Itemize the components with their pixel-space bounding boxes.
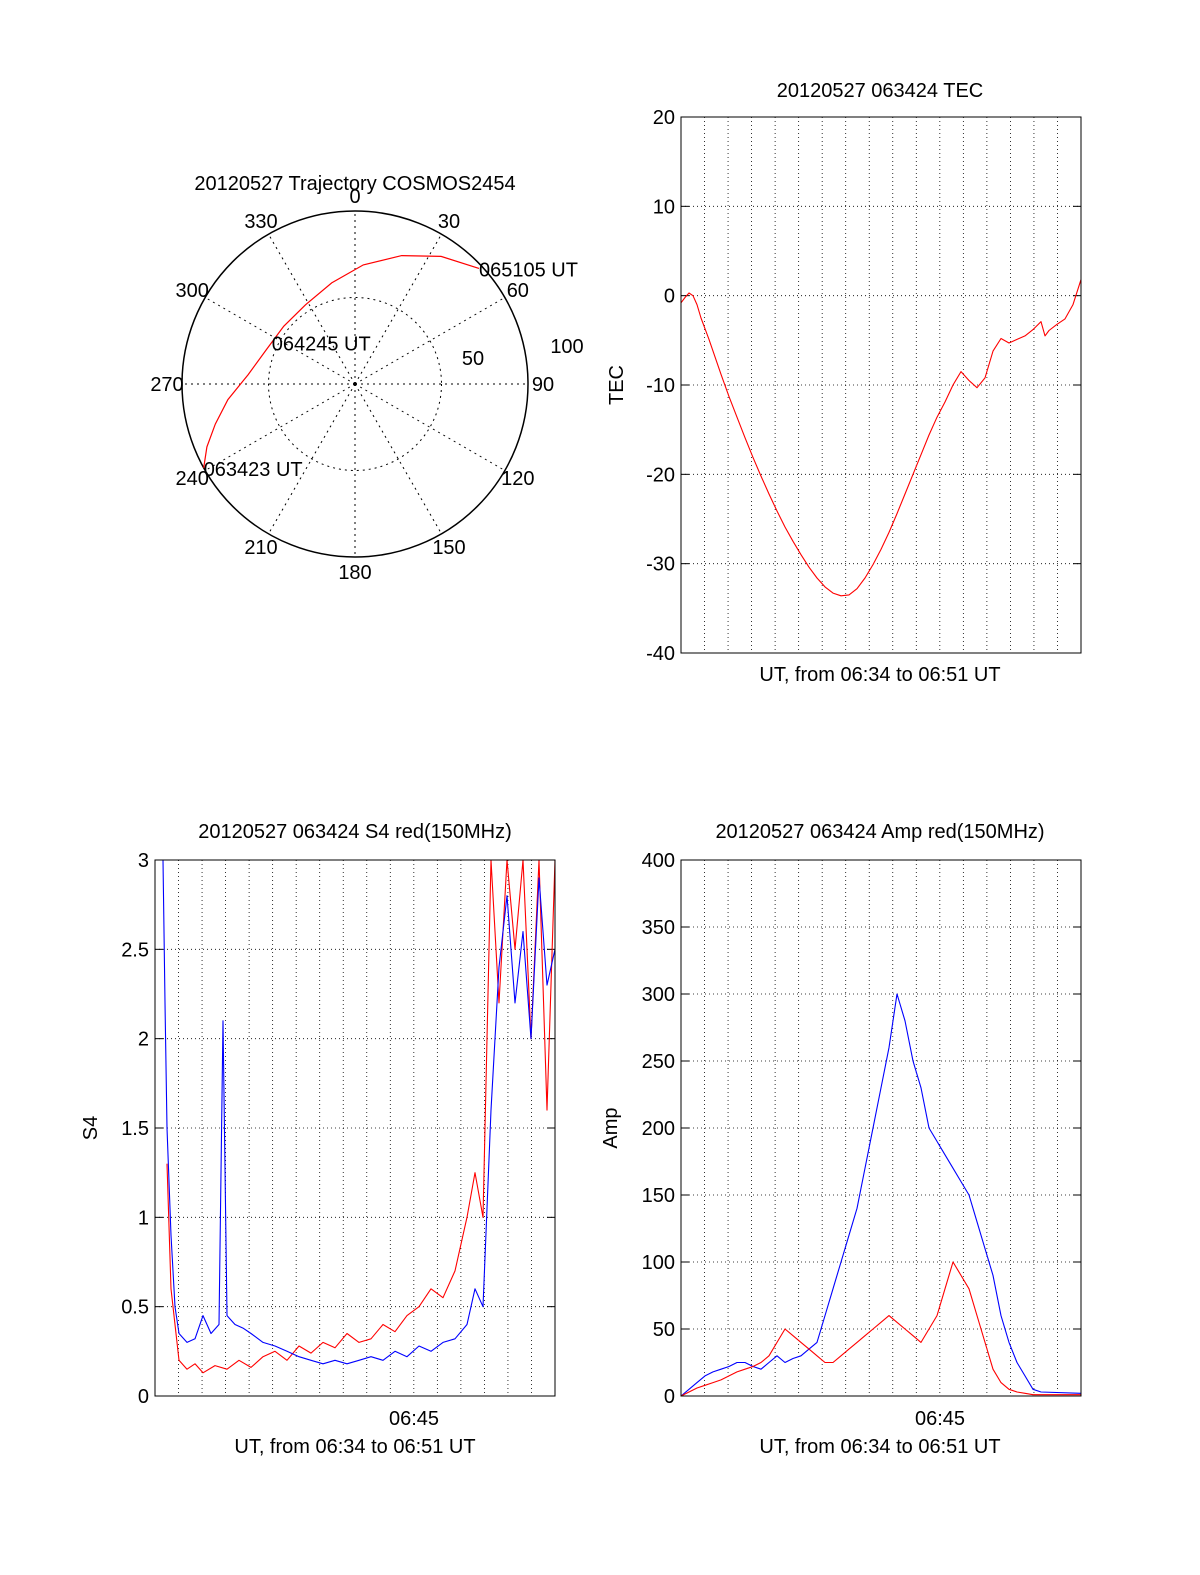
s4-y-tick-labels: 3 2.5 2 1.5 1 0.5 0 [121, 850, 149, 1408]
s4-ytick-label: 3 [138, 850, 149, 872]
polar-annotation: 063423 UT [204, 459, 303, 481]
tec-grid [681, 116, 1081, 654]
polar-spoke [204, 297, 356, 385]
polar-azimuth-label: 240 [175, 468, 208, 490]
s4-grid [155, 859, 555, 1397]
polar-ring [268, 297, 442, 471]
s4-ytick-label: 0.5 [121, 1297, 149, 1319]
amp-series-line-1 [680, 1261, 1081, 1397]
s4-series [162, 859, 556, 1374]
polar-ring-labels: 50 100 [462, 336, 584, 370]
tec-xlabel: UT, from 06:34 to 06:51 UT [759, 664, 1000, 686]
tec-ytick-label: -20 [646, 464, 675, 486]
tec-ytick-label: -30 [646, 554, 675, 576]
amp-ytick-label: 0 [664, 1386, 675, 1408]
amp-ytick-label: 50 [653, 1319, 675, 1341]
amp-ytick-label: 100 [642, 1252, 675, 1274]
amp-frame [680, 859, 1082, 1397]
polar-outer-circle [181, 210, 529, 558]
polar-spoke [354, 297, 506, 385]
tec-ytick-label: 0 [664, 286, 675, 308]
amp-title: 20120527 063424 Amp red(150MHz) [715, 821, 1044, 843]
polar-azimuth-label: 60 [507, 280, 529, 302]
polar-ring-label: 100 [550, 336, 583, 358]
amp-xtick-label: 06:45 [915, 1408, 965, 1430]
polar-spoke [204, 383, 356, 471]
tec-series-line-0 [680, 279, 1082, 597]
s4-ytick-label: 2.5 [121, 939, 149, 961]
s4-ytick-label: 1.5 [121, 1118, 149, 1140]
amp-y-tick-labels: 400 350 300 250 200 150 100 50 0 [642, 850, 675, 1408]
amp-ytick-label: 200 [642, 1118, 675, 1140]
s4-series-line-0 [166, 859, 556, 1374]
polar-spoke [354, 383, 442, 535]
tec-ytick-label: -10 [646, 375, 675, 397]
s4-series-line-1 [162, 859, 556, 1365]
s4-xtick-label: 06:45 [389, 1408, 439, 1430]
amp-grid [681, 859, 1081, 1397]
polar-azimuth-label: 270 [150, 374, 183, 396]
s4-frame [154, 859, 556, 1397]
amp-series [680, 993, 1082, 1397]
tec-ylabel: TEC [606, 365, 628, 405]
polar-spoke [268, 233, 356, 385]
polar-trajectory-line [203, 254, 480, 468]
polar-spoke [354, 383, 506, 471]
s4-xlabel: UT, from 06:34 to 06:51 UT [234, 1436, 475, 1458]
tec-chart: 20120527 063424 TEC TEC UT, from 06:34 t… [606, 80, 1082, 686]
amp-ytick-label: 300 [642, 984, 675, 1006]
polar-azimuth-labels: 0 30 60 90 120 150 180 210 240 270 300 330 [150, 186, 554, 584]
polar-spoke [354, 233, 442, 385]
amp-ytick-label: 350 [642, 917, 675, 939]
polar-title: 20120527 Trajectory COSMOS2454 [194, 173, 515, 195]
polar-azimuth-label: 300 [175, 280, 208, 302]
polar-trajectory-chart: 20120527 Trajectory COSMOS2454 0 30 60 90 12… [150, 173, 583, 584]
polar-azimuth-label: 0 [349, 186, 360, 208]
polar-annotations: 063423 UT 064245 UT 065105 UT [204, 259, 578, 480]
amp-ytick-label: 400 [642, 850, 675, 872]
polar-azimuth-label: 90 [532, 374, 554, 396]
tec-frame [680, 116, 1082, 654]
tec-ytick-label: 10 [653, 196, 675, 218]
amp-xlabel: UT, from 06:34 to 06:51 UT [759, 1436, 1000, 1458]
polar-azimuth-label: 150 [432, 537, 465, 559]
polar-azimuth-label: 330 [244, 211, 277, 233]
polar-ring-label: 50 [462, 348, 484, 370]
amp-chart: 20120527 063424 Amp red(150MHz) Amp 06:4… [600, 821, 1082, 1458]
polar-trajectory [203, 254, 480, 468]
s4-ytick-label: 1 [138, 1207, 149, 1229]
polar-spoke [268, 383, 356, 535]
s4-title: 20120527 063424 S4 red(150MHz) [198, 821, 512, 843]
polar-annotation: 065105 UT [479, 259, 578, 281]
amp-series-line-0 [680, 993, 1082, 1397]
s4-chart: 20120527 063424 S4 red(150MHz) S4 06:45 … [80, 821, 556, 1458]
amp-ytick-label: 250 [642, 1051, 675, 1073]
s4-ylabel: S4 [80, 1116, 102, 1140]
amp-ylabel: Amp [600, 1107, 622, 1148]
tec-title: 20120527 063424 TEC [777, 80, 983, 102]
amp-ytick-label: 150 [642, 1185, 675, 1207]
polar-azimuth-label: 210 [244, 537, 277, 559]
tec-ytick-label: 20 [653, 107, 675, 129]
tec-y-tick-labels: 20 10 0 -10 -20 -30 -40 [646, 107, 675, 665]
polar-annotation: 064245 UT [272, 333, 371, 355]
tec-series [680, 279, 1082, 597]
polar-grid [181, 210, 529, 558]
tec-ytick-label: -40 [646, 643, 675, 665]
polar-azimuth-label: 30 [438, 211, 460, 233]
s4-ytick-label: 0 [138, 1386, 149, 1408]
polar-azimuth-label: 180 [338, 562, 371, 584]
polar-azimuth-label: 120 [501, 468, 534, 490]
s4-ytick-label: 2 [138, 1029, 149, 1051]
